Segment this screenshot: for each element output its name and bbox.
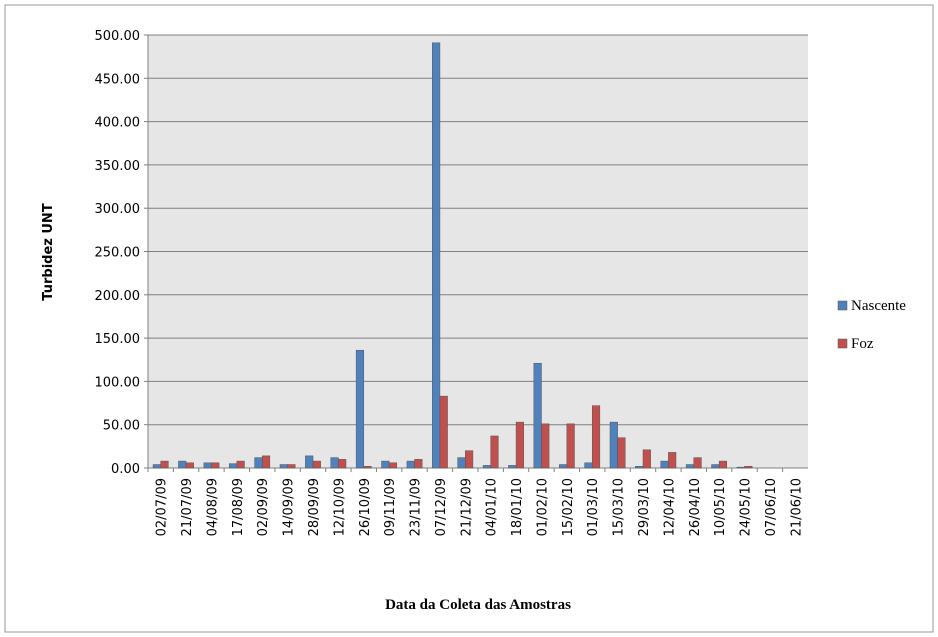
x-tick-label: 15/02/10 — [561, 478, 576, 536]
bar — [609, 421, 618, 469]
y-axis-title: Turbidez UNT — [41, 203, 56, 301]
bar — [660, 460, 669, 469]
bar — [508, 465, 517, 469]
bar — [541, 423, 550, 469]
x-tick-label: 28/09/09 — [307, 478, 322, 536]
bar — [287, 464, 296, 469]
bar — [617, 437, 626, 469]
legend-swatch — [837, 300, 848, 311]
bar — [432, 42, 441, 469]
bar — [482, 465, 491, 469]
x-tick-label: 10/05/10 — [713, 478, 728, 536]
y-tick-label: 150.00 — [95, 332, 141, 347]
x-tick-label: 01/03/10 — [586, 478, 601, 536]
x-tick-label: 29/03/10 — [637, 478, 652, 536]
bar — [363, 466, 372, 469]
x-tick-label: 26/04/10 — [688, 478, 703, 536]
x-tick-label: 26/10/09 — [358, 478, 373, 536]
bar — [490, 435, 499, 469]
x-tick-label: 01/02/10 — [535, 478, 550, 536]
x-tick-label: 04/01/10 — [485, 478, 500, 536]
bar — [693, 457, 702, 469]
bar — [457, 457, 466, 469]
x-tick-label: 21/12/09 — [459, 478, 474, 536]
x-tick-label: 21/06/10 — [789, 478, 804, 536]
y-tick-label: 450.00 — [95, 72, 141, 87]
bar — [388, 462, 398, 469]
bar — [261, 455, 271, 469]
bar — [185, 462, 194, 469]
bar — [668, 452, 677, 469]
bar — [236, 460, 245, 469]
bar — [465, 450, 474, 469]
bar — [160, 460, 169, 469]
y-tick-label: 350.00 — [95, 159, 141, 174]
bar — [414, 459, 423, 469]
bar — [642, 449, 651, 469]
bar — [736, 466, 745, 469]
y-tick-label: 200.00 — [95, 289, 141, 304]
bar — [515, 421, 524, 469]
x-tick-label: 09/11/09 — [383, 478, 398, 536]
x-axis-title: Data da Coleta das Amostras — [385, 597, 571, 613]
bar — [439, 395, 448, 469]
bar — [558, 464, 568, 469]
bar — [591, 405, 601, 469]
bar — [718, 460, 728, 469]
bar — [635, 466, 644, 469]
x-tick-label: 12/04/10 — [662, 478, 677, 536]
x-tick-label: 12/10/09 — [332, 478, 347, 536]
x-tick-label: 24/05/10 — [739, 478, 754, 536]
legend-label: Foz — [851, 336, 874, 352]
x-tick-label: 02/07/09 — [155, 478, 170, 536]
bar — [152, 464, 161, 469]
bar — [228, 463, 238, 469]
bar — [305, 455, 314, 469]
bar — [584, 462, 593, 469]
x-tick-label: 15/03/10 — [612, 478, 627, 536]
bar — [203, 462, 212, 469]
y-tick-label: 250.00 — [95, 246, 141, 261]
bar — [566, 423, 575, 469]
y-tick-label: 500.00 — [95, 29, 141, 44]
bar — [533, 362, 542, 469]
bar — [312, 460, 321, 469]
y-tick-label: 50.00 — [103, 419, 140, 434]
bar — [178, 460, 187, 469]
bar — [279, 464, 288, 469]
x-tick-label: 17/08/09 — [231, 478, 246, 536]
bar — [744, 466, 753, 469]
bar — [711, 464, 720, 469]
bar — [406, 460, 415, 469]
x-tick-label: 07/12/09 — [434, 478, 449, 536]
bar — [381, 460, 390, 469]
x-tick-label: 14/09/09 — [282, 478, 297, 536]
bar — [685, 464, 695, 469]
y-tick-label: 100.00 — [95, 375, 141, 390]
x-tick-label: 07/06/10 — [764, 478, 779, 536]
y-tick-label: 300.00 — [95, 202, 141, 217]
x-tick-label: 02/09/09 — [256, 478, 271, 536]
y-tick-label: 0.00 — [111, 462, 140, 477]
bar — [211, 462, 220, 469]
bar — [330, 457, 339, 469]
x-tick-label: 04/08/09 — [205, 478, 220, 536]
x-tick-label: 21/07/09 — [180, 478, 195, 536]
legend-swatch — [837, 338, 848, 349]
bar — [254, 457, 263, 469]
x-tick-label: 23/11/09 — [409, 478, 424, 536]
y-tick-label: 400.00 — [95, 116, 141, 131]
x-tick-label: 18/01/10 — [510, 478, 525, 536]
bar — [355, 349, 365, 469]
legend-label: Nascente — [851, 298, 906, 314]
bar — [338, 459, 347, 469]
